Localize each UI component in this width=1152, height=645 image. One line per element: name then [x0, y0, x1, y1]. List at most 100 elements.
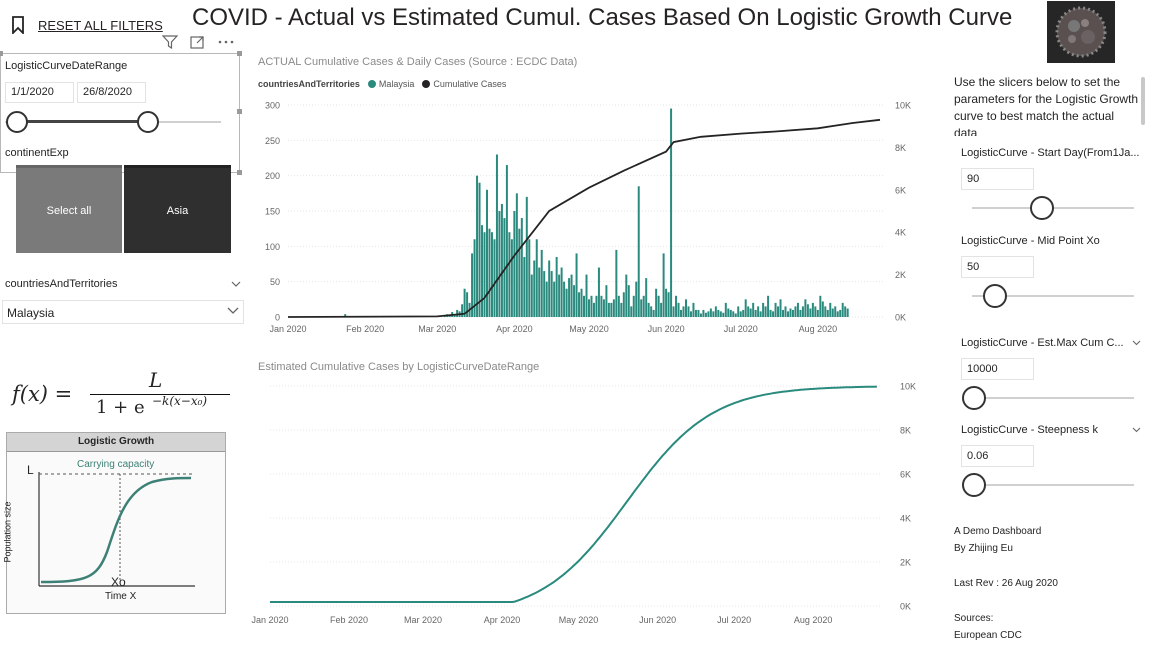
daily-cases-bar	[615, 249, 618, 317]
param-slicer-2: LogisticCurve - Est.Max Cum C... 10000	[954, 336, 1141, 416]
daily-cases-bar	[757, 306, 760, 317]
daily-cases-bar	[816, 309, 819, 317]
daily-cases-bar	[709, 308, 712, 317]
daily-cases-bar	[672, 306, 675, 317]
x-tick-label: Apr 2020	[496, 324, 533, 334]
daily-cases-bar	[550, 271, 553, 317]
daily-cases-bar	[558, 274, 561, 317]
reset-all-filters-button[interactable]: RESET ALL FILTERS	[12, 14, 163, 36]
carrying-capacity-label: Carrying capacity	[77, 459, 155, 470]
daily-cases-bar	[729, 309, 732, 317]
param-value-input[interactable]: 90	[961, 168, 1034, 190]
start-date-input[interactable]: 1/1/2020	[5, 82, 74, 103]
chevron-down-icon[interactable]	[231, 281, 241, 287]
tile-asia[interactable]: Asia	[124, 165, 231, 253]
daily-cases-bar	[734, 313, 737, 317]
end-date-input[interactable]: 26/8/2020	[77, 82, 146, 103]
daily-cases-bar	[538, 267, 541, 317]
daily-cases-bar	[782, 309, 785, 317]
date-slider-start-handle[interactable]	[6, 111, 28, 133]
estimated-chart-title: Estimated Cumulative Cases by LogisticCu…	[258, 361, 540, 373]
daily-cases-bar	[627, 285, 630, 317]
daily-cases-bar	[667, 292, 670, 317]
instructions-line: parameters for the Logistic Growth	[954, 92, 1139, 106]
daily-cases-bar	[814, 306, 817, 317]
chevron-down-icon[interactable]	[1132, 340, 1141, 346]
logistic-formula: f(x) = L 1 + e −k(x−x₀)	[12, 368, 242, 422]
chevron-down-icon[interactable]	[1132, 427, 1141, 433]
daily-cases-bar	[737, 306, 740, 317]
daily-cases-bar	[675, 295, 678, 317]
param-value-input[interactable]: 0.06	[961, 445, 1034, 467]
daily-cases-bar	[473, 239, 476, 317]
daily-cases-bar	[597, 267, 600, 317]
daily-cases-bar	[742, 309, 745, 317]
legend-cumulative-cases[interactable]: Cumulative Cases	[433, 79, 507, 89]
daily-cases-bar	[540, 249, 543, 317]
daily-cases-bar	[490, 232, 493, 317]
estimated-cases-chart[interactable]: 0K 2K 4K 6K 8K 10K Jan 2020 Feb 2020 Mar 2020 Apr…	[248, 374, 918, 628]
daily-cases-bar	[732, 311, 735, 317]
daily-cases-bar	[841, 302, 844, 317]
legend-malaysia[interactable]: Malaysia	[378, 79, 415, 89]
param-slider-handle[interactable]	[1030, 196, 1055, 220]
daily-cases-bar	[637, 186, 640, 317]
param-value-input[interactable]: 50	[961, 256, 1034, 278]
x-tick-label: Jul 2020	[717, 615, 751, 625]
daily-cases-bar	[682, 306, 685, 317]
param-label: LogisticCurve - Mid Point Xo	[961, 235, 1100, 247]
date-slider-end-handle[interactable]	[137, 111, 159, 133]
note-source-ecdc: European CDC	[954, 630, 1022, 641]
page-title: COVID - Actual vs Estimated Cumul. Cases…	[192, 4, 1013, 31]
instructions-text: Use the slicers below to set the paramet…	[954, 74, 1140, 136]
daily-cases-bar	[508, 232, 511, 317]
more-options-icon[interactable]	[218, 40, 234, 44]
daily-cases-bar	[555, 256, 558, 317]
daily-cases-bar	[844, 306, 847, 317]
daily-cases-bar	[704, 312, 707, 317]
daily-cases-bar	[660, 302, 663, 317]
daily-cases-bar	[777, 306, 780, 317]
tile-select-all[interactable]: Select all	[16, 165, 122, 253]
daily-cases-bar	[456, 309, 459, 317]
daily-cases-bar	[570, 274, 573, 317]
x-tick-label: Jun 2020	[639, 615, 676, 625]
daily-cases-bar	[573, 285, 576, 317]
actual-chart-legend: countriesAndTerritories Malaysia Cumulat…	[258, 79, 506, 89]
formula-denominator: 1 + e	[96, 397, 145, 418]
daily-cases-bar	[747, 306, 750, 317]
actual-cases-chart[interactable]: 0 50 100 150 200 250 300 0K 2K 4K 6K 8K 10K Jan 2020 F…	[248, 94, 918, 338]
daily-cases-bar	[714, 306, 717, 317]
param-slider-handle[interactable]	[962, 386, 986, 410]
daily-cases-bar	[463, 288, 466, 317]
instructions-scrollbar[interactable]	[1141, 77, 1145, 125]
daily-cases-bar	[699, 313, 702, 317]
daily-cases-bar	[520, 218, 523, 317]
param-slider-handle[interactable]	[962, 473, 986, 497]
param-slider-handle[interactable]	[983, 284, 1008, 308]
param-label: LogisticCurve - Est.Max Cum C...	[961, 337, 1124, 349]
daily-cases-bar	[719, 311, 722, 317]
daily-cases-bar	[525, 196, 528, 317]
country-dropdown[interactable]: Malaysia	[2, 300, 244, 324]
daily-cases-bar	[722, 312, 725, 317]
daily-cases-bar	[518, 228, 521, 317]
daily-cases-bar	[515, 193, 518, 317]
y2-tick-label: 10K	[895, 101, 911, 111]
daily-cases-bar	[478, 182, 481, 317]
x-tick-label: Aug 2020	[799, 324, 838, 334]
x-tick-label: Jun 2020	[648, 324, 685, 334]
midpoint-label: Xo	[111, 575, 126, 589]
daily-cases-bar	[575, 253, 578, 317]
country-slicer-title: countriesAndTerritories	[5, 278, 118, 290]
param-value-input[interactable]: 10000	[961, 358, 1034, 380]
daily-cases-bar	[605, 285, 608, 317]
y-tick-label: 0K	[900, 602, 911, 612]
focus-mode-icon[interactable]	[190, 35, 205, 49]
y2-tick-label: 0K	[895, 313, 906, 323]
filter-icon[interactable]	[162, 35, 178, 49]
daily-cases-bar	[642, 295, 645, 317]
daily-cases-bar	[503, 218, 506, 317]
param-label: LogisticCurve - Start Day(From1Ja...	[961, 147, 1140, 159]
y-tick-label: 300	[265, 101, 280, 111]
